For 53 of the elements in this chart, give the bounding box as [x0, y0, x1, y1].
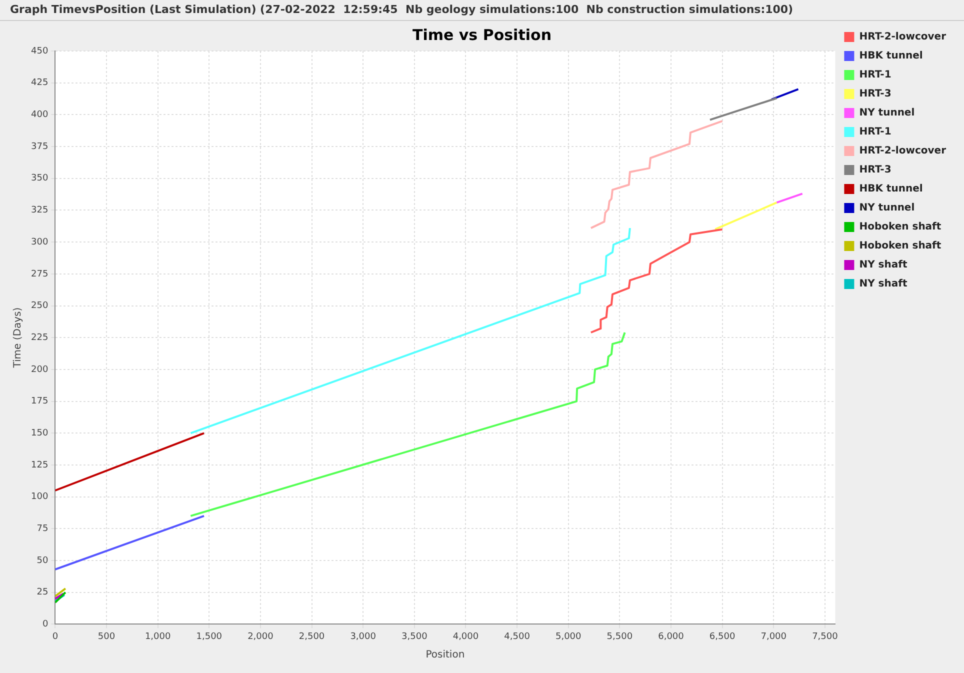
legend-label: HBK tunnel: [859, 184, 923, 195]
x-tick-label: 1,500: [196, 632, 222, 642]
x-tick-label: 500: [98, 632, 116, 642]
y-tick-label: 50: [36, 556, 48, 566]
x-tick-label: 6,500: [709, 632, 736, 642]
legend-label: HRT-1: [859, 70, 892, 81]
legend-label: NY shaft: [859, 260, 908, 271]
legend-label: NY tunnel: [859, 108, 915, 119]
y-tick-label: 375: [30, 142, 48, 152]
y-tick-label: 325: [30, 206, 48, 216]
y-axis-title: Time (Days): [12, 307, 24, 369]
x-tick-label: 5,500: [606, 632, 633, 642]
legend-label: HRT-1: [859, 126, 892, 138]
x-tick-label: 6,000: [658, 632, 684, 642]
x-tick-label: 7,500: [812, 632, 838, 642]
x-tick-label: 0: [52, 632, 58, 642]
chart-title: Time vs Position: [412, 26, 552, 44]
legend-label: HRT-2-lowcover: [859, 32, 946, 43]
y-tick-label: 300: [30, 237, 48, 248]
x-tick-label: 1,000: [144, 632, 171, 642]
legend-label: HRT-3: [859, 164, 892, 176]
legend-label: NY shaft: [859, 278, 908, 290]
y-tick-label: 75: [36, 524, 48, 534]
legend-label: Hoboken shaft: [859, 222, 942, 233]
y-tick-label: 200: [30, 364, 48, 375]
x-axis-title: Position: [426, 650, 465, 661]
y-tick-label: 125: [30, 460, 48, 470]
x-tick-label: 4,000: [452, 632, 479, 642]
x-tick-label: 7,000: [760, 632, 787, 642]
x-tick-label: 4,500: [504, 632, 530, 642]
y-tick-label: 0: [42, 620, 48, 630]
legend-label: NY tunnel: [859, 202, 915, 214]
y-tick-label: 150: [30, 428, 48, 438]
y-tick-label: 400: [30, 110, 48, 120]
chart-subtitle: Graph TimevsPosition (Last Simulation) (27-02-2022 12:59:45 Nb geology simulations:100 Nb construction simulations:100): [0, 0, 964, 21]
y-tick-label: 175: [30, 396, 48, 407]
y-tick-label: 350: [30, 174, 48, 184]
legend-label: HRT-2-lowcover: [859, 146, 946, 157]
legend-label: HBK tunnel: [859, 50, 923, 62]
x-tick-label: 2,000: [248, 632, 274, 642]
y-tick-label: 225: [30, 332, 48, 343]
y-tick-label: 275: [30, 269, 48, 280]
x-tick-label: 5,000: [555, 632, 582, 642]
x-tick-label: 3,000: [350, 632, 376, 642]
x-tick-label: 3,500: [402, 632, 428, 642]
y-tick-label: 25: [36, 588, 48, 598]
legend-label: Hoboken shaft: [859, 240, 942, 252]
y-tick-label: 450: [30, 46, 48, 56]
y-tick-label: 425: [30, 78, 48, 88]
legend-label: HRT-3: [859, 88, 892, 100]
y-tick-label: 250: [30, 301, 48, 312]
y-tick-label: 100: [30, 492, 48, 502]
x-tick-label: 2,500: [298, 632, 325, 642]
